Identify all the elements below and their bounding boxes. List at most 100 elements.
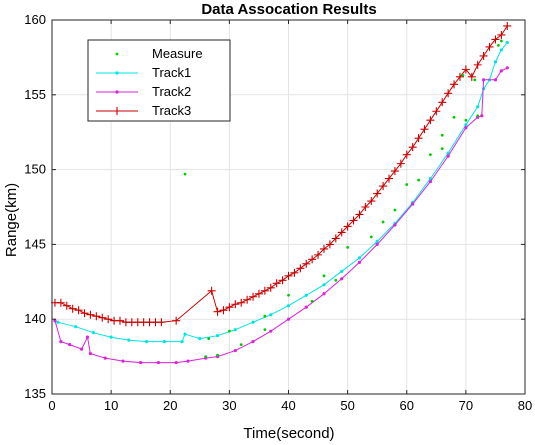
measure-point [499,39,503,43]
track-plus-marker [86,310,95,319]
track-point [357,260,362,264]
track-point [493,78,498,82]
y-tick-label: 150 [24,162,46,177]
track-point [145,340,149,344]
legend-label: Track3 [152,103,191,118]
measure-point [204,355,208,358]
measure-point [287,293,290,297]
x-tick-label: 0 [48,398,55,413]
track-point [198,337,202,341]
track-point [505,40,509,45]
track-plus-marker [503,21,512,30]
track-point [499,48,503,52]
track-plus-marker [367,197,376,206]
x-axis-label: Time(second) [243,425,334,442]
track-plus-marker [172,316,181,325]
track-point [115,71,119,75]
track-point [59,340,63,344]
track-point [464,126,468,130]
track-plus-marker [420,125,429,134]
track-plus-marker [62,301,71,310]
y-axis-label: Range(km) [3,183,20,257]
series-track2 [53,66,509,365]
track-plus-marker [349,216,358,225]
x-tick-label: 80 [518,398,532,413]
track-point [464,123,468,127]
track-point [233,328,237,332]
track-plus-marker [278,276,287,285]
y-tick-label: 135 [24,386,46,401]
track-point [304,305,308,309]
legend-entry: Measure [115,46,203,61]
track-plus-marker [92,312,101,321]
measure-point [369,235,373,239]
track-point [269,313,273,317]
track-point [53,319,57,323]
track-point [156,360,161,365]
track-plus-marker [284,271,293,280]
track-plus-marker [373,189,382,198]
measure-point [452,115,456,119]
legend-entry: Track1 [96,65,191,80]
track-point [304,293,308,297]
track-point [340,269,344,273]
measure-point [405,183,409,186]
measure-point [263,328,267,332]
track-plus-marker [408,143,417,152]
measure-point [393,208,397,212]
track-point [322,283,326,287]
track-plus-marker [260,286,269,295]
chart-title: Data Assocation Results [201,1,376,18]
track-point [215,334,220,338]
track-plus-marker [467,72,476,81]
legend-label: Measure [152,46,203,61]
series-measure [183,39,503,358]
track-point [88,352,93,356]
track-plus-marker [266,283,275,292]
measure-point [207,337,211,341]
track-point [183,332,187,336]
track-plus-marker [272,279,281,288]
measure-point [440,133,444,137]
x-tick-label: 60 [400,398,414,413]
track-plus-marker [361,203,370,211]
track-point [79,347,84,351]
legend-label: Track1 [152,65,191,80]
measure-point [183,172,187,176]
measure-point [476,114,480,118]
track-plus-marker [343,222,352,231]
x-tick-label: 50 [340,398,354,413]
track-point [115,90,119,94]
track-point [251,320,255,324]
track-point [85,335,90,339]
legend: Measure Track1 Track2 Track3 [87,39,231,122]
track-plus-marker [225,303,234,312]
track-plus-marker [497,30,506,39]
track-point [91,331,95,335]
axis-ticks: 0 10 20 30 40 50 60 70 80 135 140 145 150 155 160 [24,12,532,413]
track-plus-marker [302,259,311,268]
track-plus-marker [104,315,113,324]
measure-point [216,353,219,357]
y-tick-label: 155 [24,87,46,102]
legend-entry: Track3 [96,103,191,118]
measure-point [346,245,350,249]
legend-label: Track2 [152,84,191,99]
track-plus-marker [385,174,394,183]
track-plus-marker [325,240,334,249]
track-point [251,340,255,344]
series-track1 [56,40,509,344]
series-line [54,67,508,364]
track-plus-marker [379,182,388,191]
track-point [103,356,107,360]
y-tick-label: 160 [24,12,46,27]
track-plus-marker [213,307,222,316]
track-point [233,349,237,353]
measure-point [381,220,385,224]
track-plus-marker [485,42,494,51]
legend-box [87,39,231,122]
track-plus-marker [74,306,83,315]
track-plus-marker [219,306,228,315]
track-plus-marker [249,292,258,301]
track-plus-marker [432,107,441,116]
